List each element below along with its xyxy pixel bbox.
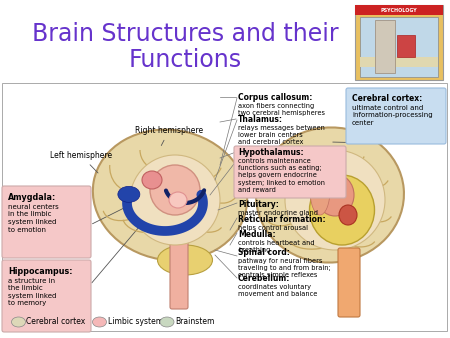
Bar [360,57,438,67]
Text: Functions: Functions [128,48,242,72]
Ellipse shape [118,186,140,202]
Text: Amygdala:: Amygdala: [8,193,56,202]
Ellipse shape [339,205,357,225]
Text: Cerebral cortex: Cerebral cortex [27,317,86,327]
Text: master endocrine gland: master endocrine gland [238,210,318,216]
Ellipse shape [150,165,200,215]
Text: Hypothalamus:: Hypothalamus: [238,148,304,157]
Text: Reticular formation:: Reticular formation: [238,215,326,224]
Text: Thalamus:: Thalamus: [238,115,283,124]
Bar [397,35,415,57]
Ellipse shape [310,175,374,245]
Text: Limbic system: Limbic system [108,317,162,327]
Text: Cerebellum:: Cerebellum: [238,274,290,283]
Text: axon fibers connecting
two cerebral hemispheres: axon fibers connecting two cerebral hemi… [238,103,325,116]
Text: PSYCHOLOGY: PSYCHOLOGY [381,7,418,13]
Ellipse shape [93,317,107,327]
Bar [375,20,395,73]
Text: Brain Structures and their: Brain Structures and their [32,22,338,46]
Text: controls maintenance
functions such as eating;
helps govern endocrine
system; li: controls maintenance functions such as e… [238,158,325,193]
Text: Cerebral cortex:: Cerebral cortex: [352,94,422,103]
Text: Left hemisphere: Left hemisphere [50,151,112,173]
Bar [355,5,443,15]
Ellipse shape [310,165,330,215]
Ellipse shape [158,245,212,275]
FancyBboxPatch shape [2,260,91,332]
FancyBboxPatch shape [170,235,188,309]
Text: Right hemisphere: Right hemisphere [135,126,203,146]
FancyBboxPatch shape [2,186,91,258]
Text: ultimate control and
information-processing
center: ultimate control and information-process… [352,105,432,126]
Ellipse shape [12,317,26,327]
FancyBboxPatch shape [234,146,346,198]
Ellipse shape [256,127,404,263]
Ellipse shape [142,171,162,189]
Text: pathway for neural fibers
traveling to and from brain;
controls simple reflexes: pathway for neural fibers traveling to a… [238,258,331,279]
Ellipse shape [160,317,174,327]
Bar [360,17,438,77]
Text: Medulla:: Medulla: [238,230,275,239]
Ellipse shape [316,174,354,216]
Text: controls heartbeat and
breathing: controls heartbeat and breathing [238,240,315,253]
Ellipse shape [169,192,187,208]
Text: relays messages between
lower brain centers
and cerebral cortex: relays messages between lower brain cent… [238,125,325,145]
Text: a structure in
the limbic
system linked
to memory: a structure in the limbic system linked … [8,278,56,307]
Text: Brainstem: Brainstem [175,317,214,327]
Text: coordinates voluntary
movement and balance: coordinates voluntary movement and balan… [238,284,317,297]
Text: Hippocampus:: Hippocampus: [8,267,72,276]
FancyBboxPatch shape [338,248,360,317]
Ellipse shape [285,150,385,250]
Text: helps control arousal: helps control arousal [238,225,308,231]
Text: Spinal cord:: Spinal cord: [238,248,290,257]
FancyBboxPatch shape [355,5,443,80]
FancyBboxPatch shape [346,88,446,144]
Text: Pituitary:: Pituitary: [238,200,279,209]
Text: neural centers
in the limbic
system linked
to emotion: neural centers in the limbic system link… [8,204,59,233]
Ellipse shape [93,129,247,260]
Text: Corpus callosum:: Corpus callosum: [238,93,312,102]
Ellipse shape [130,155,220,245]
